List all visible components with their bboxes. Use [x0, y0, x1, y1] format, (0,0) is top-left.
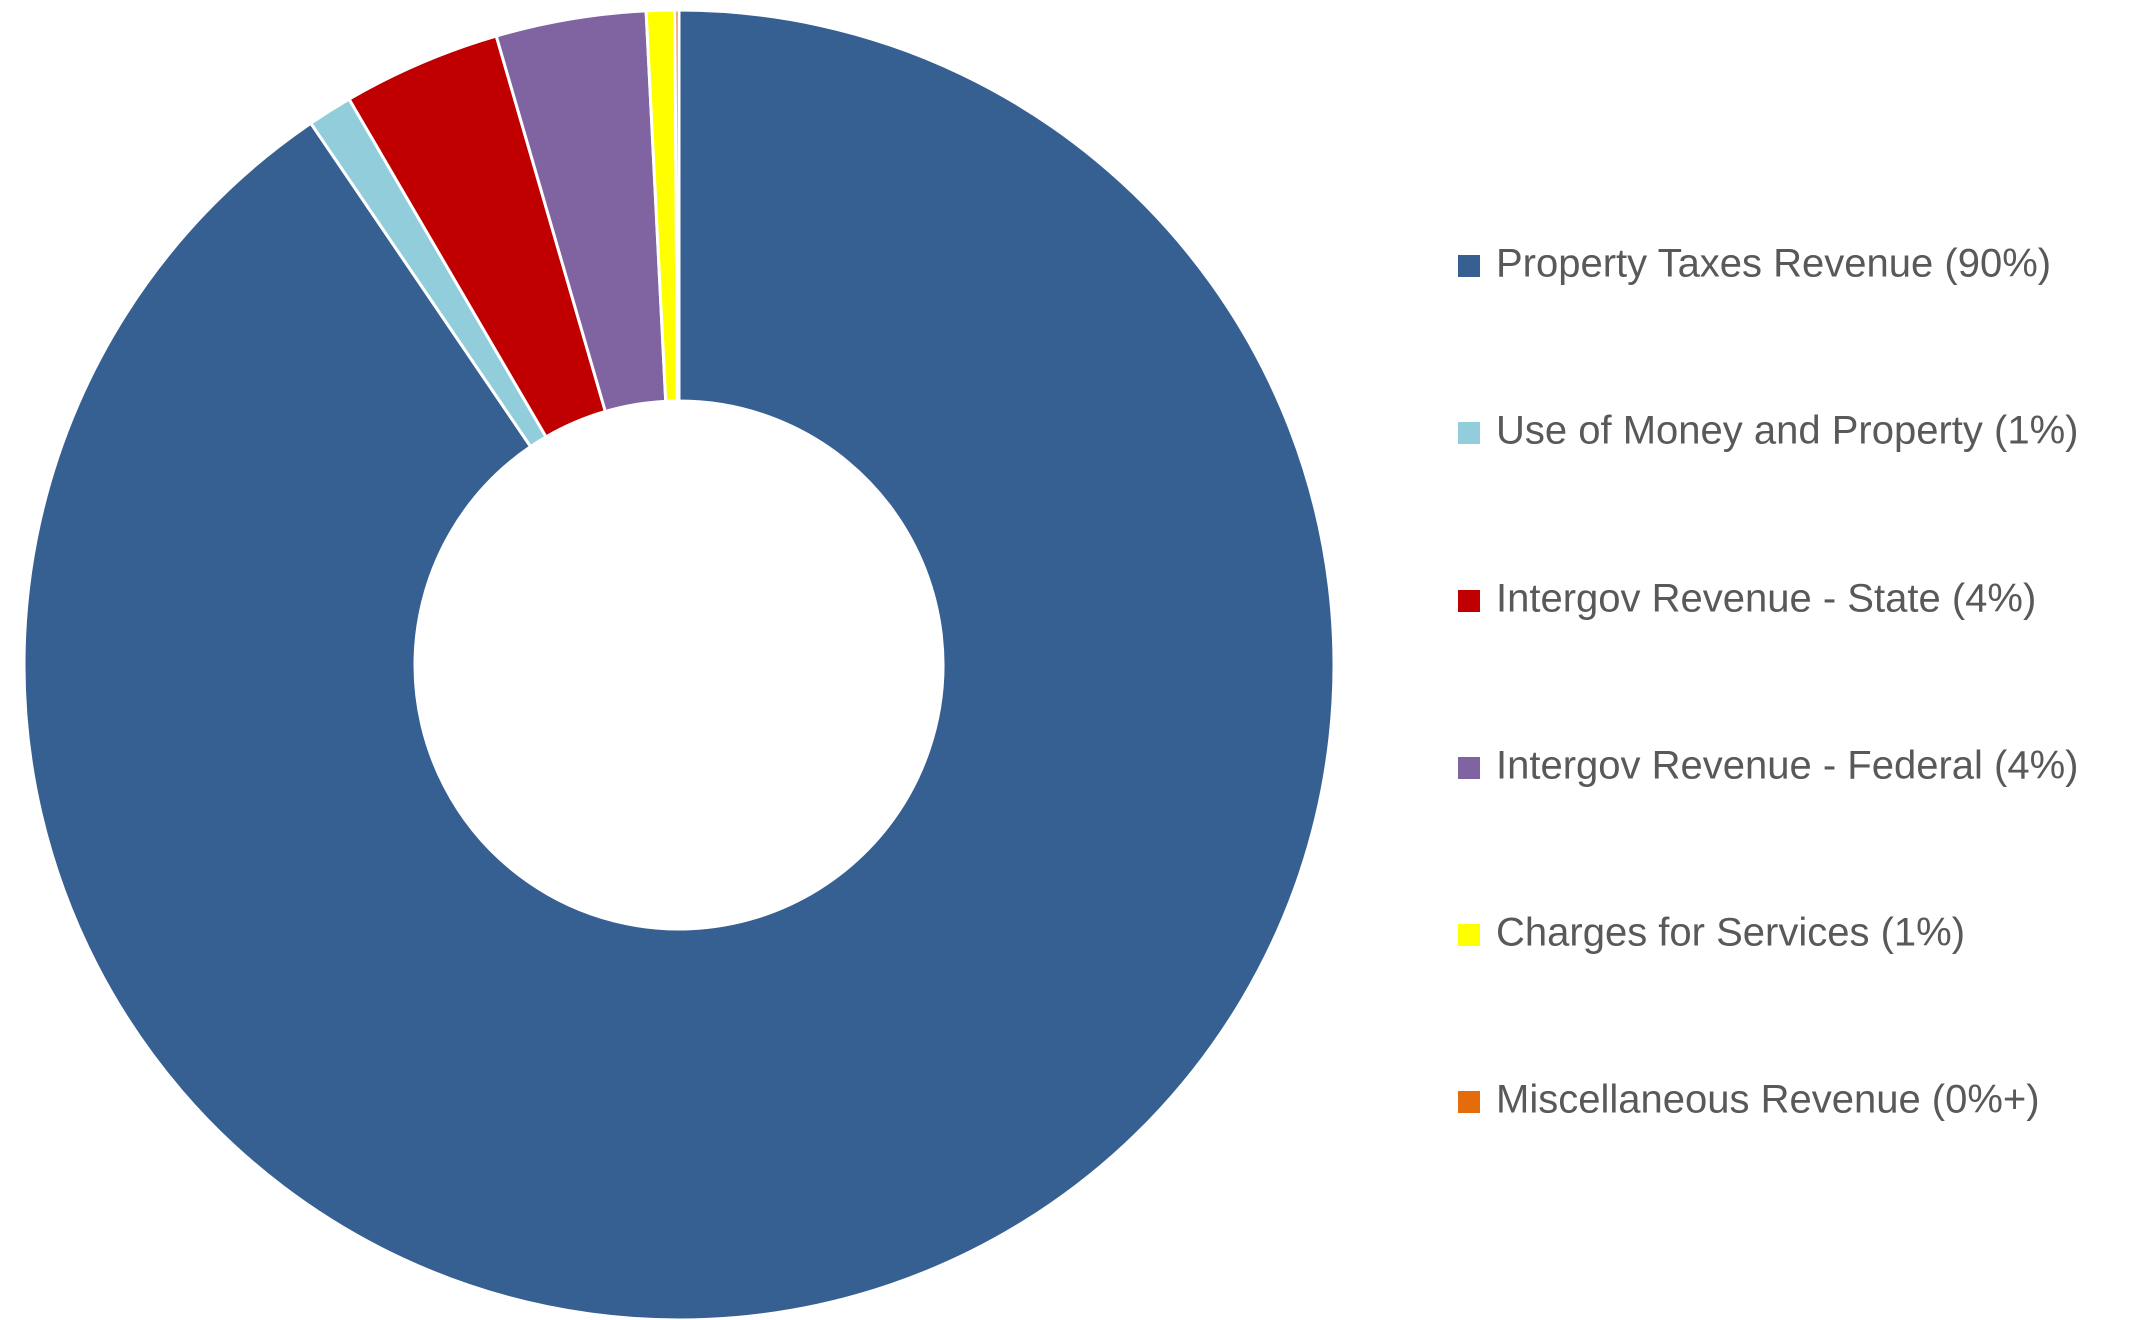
legend-swatch: [1458, 924, 1480, 946]
legend-swatch: [1458, 422, 1480, 444]
legend-label: Use of Money and Property (1%): [1496, 409, 2078, 453]
legend-swatch: [1458, 255, 1480, 277]
donut-slice: [673, 8, 681, 403]
legend-label: Property Taxes Revenue (90%): [1496, 242, 2051, 286]
legend-label: Charges for Services (1%): [1496, 911, 1965, 955]
legend-swatch: [1458, 590, 1480, 612]
legend-label: Intergov Revenue - Federal (4%): [1496, 744, 2079, 788]
legend-swatch: [1458, 1091, 1480, 1113]
legend-swatch: [1458, 757, 1480, 779]
legend-label: Miscellaneous Revenue (0%+): [1496, 1078, 2040, 1122]
legend-label: Intergov Revenue - State (4%): [1496, 577, 2036, 621]
donut-slice: [22, 8, 1336, 1320]
